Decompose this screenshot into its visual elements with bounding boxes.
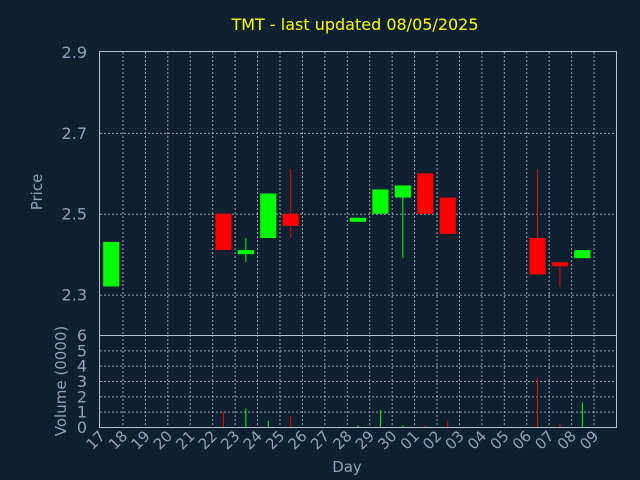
candle-body	[103, 242, 120, 287]
volume-tick-label: 4	[77, 357, 87, 376]
x-tick-label: 09	[576, 427, 602, 453]
price-axis-label: Price	[28, 174, 46, 211]
volume-tick-label: 6	[77, 326, 87, 345]
candle-body	[417, 173, 434, 214]
volume-bars	[222, 377, 583, 427]
candle-body	[349, 217, 367, 222]
price-tick-label: 2.9	[62, 43, 87, 62]
volume-panel-frame	[99, 335, 617, 428]
price-tick-label: 2.5	[62, 205, 87, 224]
candle-body	[439, 197, 456, 234]
volume-grid	[100, 335, 616, 427]
tick-labels: 2.32.52.72.90123456171819202122232425262…	[62, 43, 603, 453]
price-tick-label: 2.7	[62, 124, 87, 143]
price-tick-label: 2.3	[62, 286, 87, 305]
volume-axis-label: Volume (0000)	[52, 326, 70, 436]
candle-body	[529, 237, 546, 275]
candle-body	[574, 250, 591, 259]
chart-title: TMT - last updated 08/05/2025	[230, 15, 478, 34]
volume-tick-label: 2	[77, 387, 87, 406]
volume-tick-label: 0	[77, 418, 87, 437]
candle-body	[551, 262, 568, 267]
candle-body	[394, 185, 411, 198]
volume-tick-label: 3	[77, 372, 87, 391]
volume-tick-label: 5	[77, 341, 87, 360]
price-panel-frame	[99, 51, 617, 336]
candle-body	[260, 193, 277, 238]
candle-body	[215, 213, 232, 251]
candle-body	[237, 250, 254, 255]
volume-tick-label: 1	[77, 403, 87, 422]
candle-body	[372, 189, 389, 214]
price-grid	[100, 52, 616, 335]
candles	[103, 169, 591, 287]
x-axis-label: Day	[332, 458, 362, 476]
candle-body	[282, 213, 299, 226]
